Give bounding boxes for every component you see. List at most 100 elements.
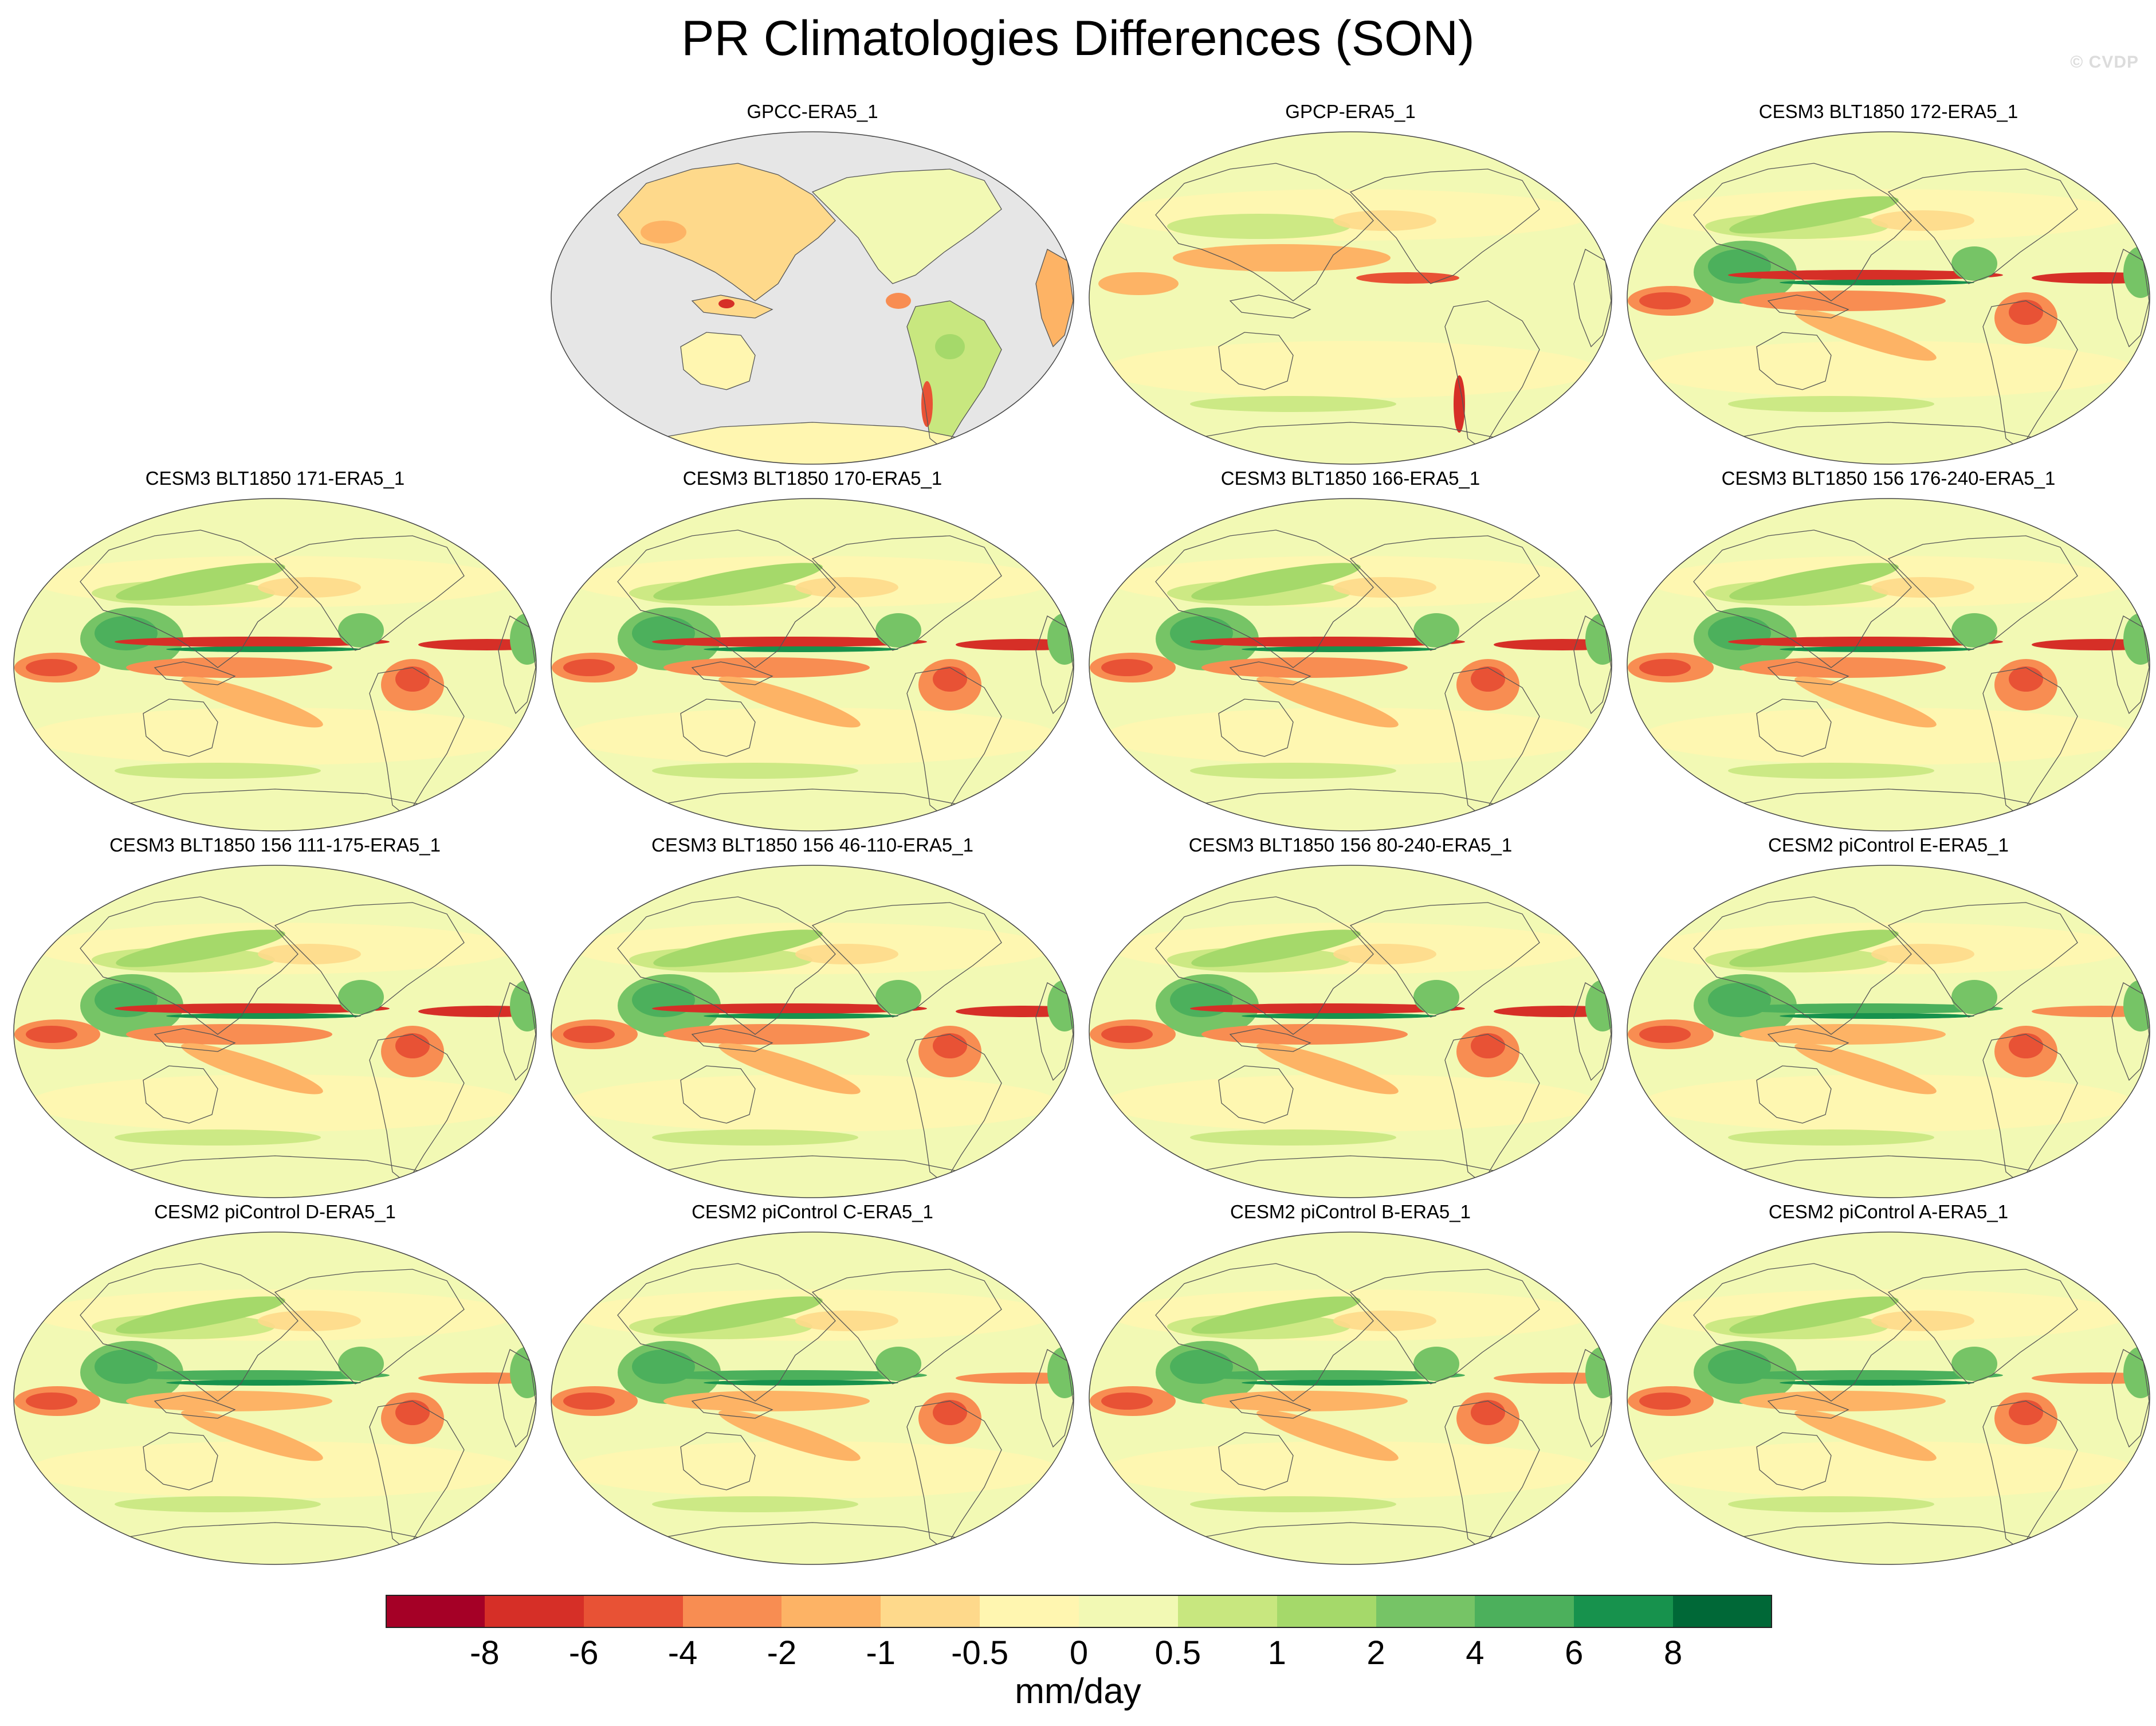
- coastline-namerica: [811, 902, 1002, 1018]
- coastline-indo: [691, 661, 773, 685]
- coastline-australia: [143, 699, 218, 757]
- spcz-band: [181, 676, 323, 728]
- central-america-anomaly: [1951, 1347, 1997, 1381]
- anomaly-band: [29, 708, 521, 765]
- coastline-africa: [498, 615, 536, 715]
- anomaly-band: [1642, 708, 2135, 765]
- anomaly-band: [1190, 396, 1396, 412]
- globe-outline: [1089, 131, 1612, 465]
- coastline-australia: [1218, 1065, 1294, 1124]
- itcz-band: [1728, 637, 2003, 647]
- amazon-anomaly: [2009, 1400, 2043, 1425]
- anomaly-patch: [886, 293, 911, 309]
- globe-outline: [13, 865, 537, 1198]
- central-america-anomaly: [875, 1347, 921, 1381]
- map-panel: GPCC-ERA5_1: [549, 100, 1076, 467]
- coastline-namerica: [1887, 535, 2078, 651]
- coastline-africa: [1573, 615, 1612, 715]
- coastline-indo: [1767, 661, 1849, 685]
- global-map: [551, 131, 1074, 465]
- panel-title: CESM2 piControl D-ERA5_1: [154, 1201, 396, 1222]
- storm-track-anomaly: [1191, 563, 1361, 601]
- coastline-africa: [1573, 982, 1612, 1081]
- coastline-africa: [2111, 249, 2150, 348]
- coastline-namerica: [811, 168, 1002, 284]
- map-panel: CESM3 BLT1850 156 111-175-ERA5_1: [11, 834, 539, 1201]
- anomaly-band: [1871, 577, 1974, 598]
- indian-ocean-anomaly: [1639, 1392, 1691, 1410]
- colorbar-tick-label: 0: [1069, 1634, 1089, 1672]
- anomaly-band: [1190, 1496, 1396, 1512]
- missing-data-ocean: [551, 132, 1074, 464]
- amazon-anomaly: [933, 1400, 967, 1425]
- central-america-anomaly: [1951, 246, 1997, 281]
- coastline-indo: [1229, 295, 1311, 319]
- colorbar-cell: [1475, 1595, 1574, 1628]
- colorbar-cell: [1177, 1595, 1278, 1628]
- amazon-anomaly: [2009, 666, 2043, 692]
- coastline-namerica: [1887, 168, 2078, 284]
- anomaly-band: [115, 1129, 321, 1146]
- anomaly-band: [795, 944, 898, 964]
- coastline-namerica: [811, 535, 1002, 651]
- coastline-africa: [1035, 615, 1074, 715]
- itcz-band: [115, 1370, 390, 1380]
- anomaly-band: [258, 944, 361, 964]
- coastline-indo: [1767, 295, 1849, 319]
- anomaly-patch: [641, 221, 686, 244]
- anomaly-band: [1333, 1311, 1436, 1331]
- double-itcz-band: [663, 1024, 870, 1045]
- colorbar-cell: [881, 1595, 980, 1628]
- amazon-anomaly: [2009, 300, 2043, 325]
- coastline-samerica: [1982, 1034, 2078, 1184]
- anomaly-band: [29, 1441, 521, 1499]
- map-panel: CESM3 BLT1850 170-ERA5_1: [549, 467, 1076, 834]
- maritime-wet-anomaly: [1708, 983, 1771, 1017]
- double-itcz-band: [126, 1391, 332, 1411]
- coastline-australia: [1218, 332, 1294, 390]
- itcz-band: [704, 1380, 898, 1386]
- map-panel: CESM3 BLT1850 156 46-110-ERA5_1: [549, 834, 1076, 1201]
- central-america-anomaly: [1413, 613, 1459, 648]
- indian-ocean-anomaly: [1101, 659, 1153, 676]
- coastline-australia: [1756, 699, 1832, 757]
- anomaly-band: [115, 1496, 321, 1512]
- panel-title: CESM3 BLT1850 156 80-240-ERA5_1: [1188, 834, 1513, 856]
- map-panel: CESM3 BLT1850 166-ERA5_1: [1087, 467, 1614, 834]
- itcz-band: [1780, 1380, 1974, 1386]
- indian-ocean-anomaly: [563, 1026, 615, 1043]
- itcz-band: [115, 637, 390, 647]
- cvdp-watermark: © CVDP: [2070, 53, 2139, 72]
- panel-title: CESM3 BLT1850 166-ERA5_1: [1220, 468, 1480, 489]
- spcz-band: [718, 1410, 861, 1461]
- map-panel: CESM2 piControl C-ERA5_1: [549, 1201, 1076, 1567]
- maritime-wet-anomaly: [632, 1350, 695, 1384]
- global-map: [1627, 865, 2150, 1198]
- anomaly-band: [795, 577, 898, 598]
- itcz-band: [1242, 1380, 1436, 1386]
- anomaly-band: [795, 1311, 898, 1331]
- global-map: [1089, 1231, 1612, 1565]
- colorbar-tick-label: -1: [866, 1634, 896, 1672]
- storm-track-anomaly: [1191, 1296, 1361, 1334]
- anomaly-band: [1728, 1129, 1934, 1146]
- coastline-indo: [691, 1395, 773, 1419]
- coastline-africa: [1573, 1349, 1612, 1448]
- itcz-band: [1190, 637, 1465, 647]
- coastline-indo: [1229, 1395, 1311, 1419]
- anomaly-band: [1728, 396, 1934, 412]
- colorbar-tick-label: -6: [568, 1634, 599, 1672]
- globe-outline: [1089, 865, 1612, 1198]
- global-map: [551, 1231, 1074, 1565]
- anomaly-patch: [921, 381, 933, 427]
- coastline-australia: [680, 1432, 756, 1490]
- storm-track-anomaly: [1729, 196, 1899, 234]
- coastline-africa: [2111, 982, 2150, 1081]
- global-map: [1089, 498, 1612, 831]
- global-map: [1627, 1231, 2150, 1565]
- itcz-band: [1780, 280, 1974, 285]
- coastline-africa: [1035, 249, 1074, 348]
- anomaly-band: [258, 577, 361, 598]
- coastline-namerica: [1887, 902, 2078, 1018]
- colorbar-cell: [1079, 1595, 1179, 1628]
